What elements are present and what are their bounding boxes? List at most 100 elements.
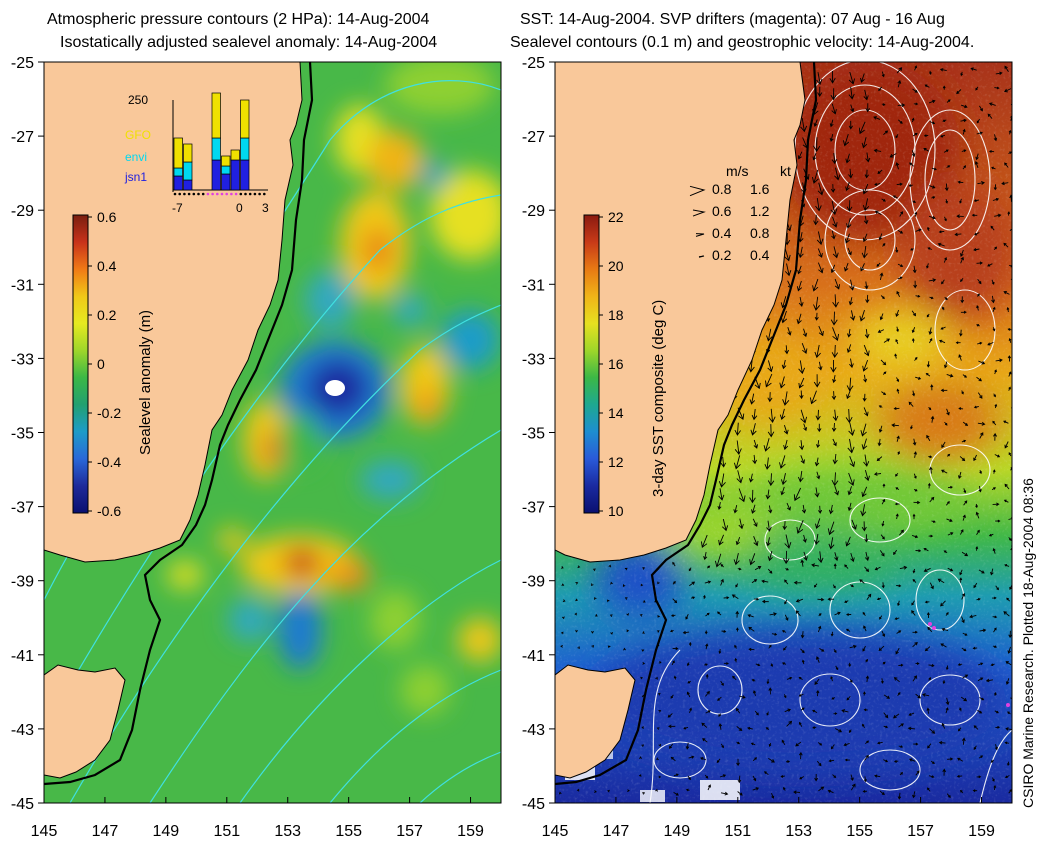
right-colorbar-ramp — [583, 214, 600, 514]
velocity-arrow — [955, 341, 961, 345]
right-colorbar-tick-label: 12 — [608, 454, 624, 470]
velocity-arrow — [734, 657, 738, 663]
right-x-axis: 145 147 149 151 153 155 157 159 — [542, 797, 995, 840]
velocity-arrow — [591, 583, 594, 587]
velocity-arrow — [865, 675, 870, 682]
velocity-arrow — [690, 596, 696, 600]
velocity-arrow — [751, 409, 758, 421]
right-colorbar-tick-label: 20 — [608, 258, 624, 274]
velocity-arrow — [797, 151, 803, 160]
velocity-arrow — [976, 324, 980, 327]
velocity-arrow — [1005, 727, 1012, 731]
velocity-arrow — [735, 536, 741, 546]
velocity-arrow — [575, 629, 579, 633]
velocity-arrow — [975, 546, 979, 551]
velocity-arrow — [716, 758, 721, 764]
left-colorbar-tick-label: -0.6 — [97, 503, 121, 519]
velocity-arrow — [922, 693, 930, 697]
velocity-arrow — [943, 361, 948, 369]
velocity-arrow — [912, 675, 918, 682]
velocity-arrow — [1008, 129, 1012, 135]
velocity-arrow — [946, 165, 951, 168]
left-shelf-line — [44, 62, 314, 786]
velocity-arrow — [947, 567, 954, 572]
velocity-arrow — [817, 625, 822, 633]
velocity-arrow — [973, 247, 980, 252]
velocity-arrow — [817, 597, 825, 602]
velocity-arrow — [800, 559, 805, 567]
velocity-arrow — [991, 279, 995, 285]
velocity-arrow — [881, 582, 885, 589]
velocity-arrow — [882, 371, 887, 375]
velocity-arrow — [863, 625, 867, 632]
velocity-arrow — [800, 455, 805, 465]
velocity-arrow — [849, 644, 857, 649]
velocity-arrow — [747, 726, 753, 730]
velocity-arrow — [897, 103, 906, 108]
velocity-arrow — [895, 473, 899, 477]
velocity-arrow — [763, 438, 771, 452]
velocity-arrow — [766, 520, 772, 532]
velocity-arrow — [1004, 441, 1009, 449]
velocity-arrow — [845, 181, 850, 192]
velocity-arrow — [798, 377, 805, 389]
velocity-arrow — [655, 676, 658, 680]
left-colorbar-label: Sealevel anomaly (m) — [137, 310, 154, 455]
x-tick-label: 145 — [31, 823, 58, 840]
velocity-arrow — [969, 614, 977, 619]
velocity-arrow — [946, 518, 953, 523]
velocity-arrow — [972, 646, 978, 650]
velocity-arrow — [877, 329, 885, 333]
velocity-arrow — [876, 262, 881, 267]
velocity-arrow — [1004, 775, 1010, 779]
velocity-arrow — [848, 297, 853, 306]
velocity-arrow — [896, 290, 901, 297]
velocity-arrow — [672, 561, 676, 567]
velocity-arrow — [846, 389, 851, 400]
velocity-arrow — [817, 262, 824, 274]
velocity-arrow — [802, 328, 808, 338]
velocity-arrow — [850, 310, 856, 321]
velocity-arrow — [897, 691, 901, 696]
velocity-arrow — [959, 198, 962, 204]
velocity-arrow — [781, 310, 788, 324]
velocity-arrow — [985, 678, 994, 683]
inset-bar-envi — [211, 137, 221, 161]
right-map — [555, 62, 1012, 803]
velocity-arrow — [929, 466, 933, 474]
velocity-arrow — [929, 582, 934, 590]
velocity-arrow — [883, 725, 889, 729]
inset-legend-gfo: GFO — [125, 128, 151, 142]
velocity-arrow — [719, 774, 727, 778]
velocity-arrow — [704, 774, 709, 779]
velocity-arrow — [668, 724, 676, 729]
velocity-arrow — [802, 534, 807, 543]
velocity-arrow — [848, 87, 855, 100]
velocity-arrow — [915, 549, 922, 553]
velocity-arrow — [897, 263, 904, 268]
velocity-arrow — [908, 712, 915, 716]
velocity-arrow — [925, 372, 931, 377]
velocity-arrow — [798, 721, 803, 727]
velocity-arrow — [799, 390, 804, 400]
velocity-arrow — [864, 551, 870, 562]
velocity-arrow — [688, 641, 692, 647]
velocity-arrow — [878, 645, 885, 651]
velocity-arrow — [1008, 337, 1012, 343]
velocity-arrow — [860, 423, 867, 437]
velocity-arrow — [1003, 499, 1009, 503]
velocity-arrow — [992, 596, 997, 600]
velocity-arrow — [796, 520, 804, 534]
x-tick-label: 149 — [664, 823, 691, 840]
velocity-arrow — [976, 775, 982, 779]
y-tick-label: -31 — [522, 277, 545, 294]
velocity-arrow — [897, 792, 902, 800]
velocity-arrow — [947, 757, 954, 761]
velocity-arrow — [783, 439, 789, 451]
velocity-arrow — [1004, 88, 1012, 93]
y-tick-label: -33 — [522, 351, 545, 368]
velocity-arrow — [720, 680, 724, 686]
velocity-arrow — [863, 374, 868, 383]
velocity-arrow — [784, 345, 790, 355]
